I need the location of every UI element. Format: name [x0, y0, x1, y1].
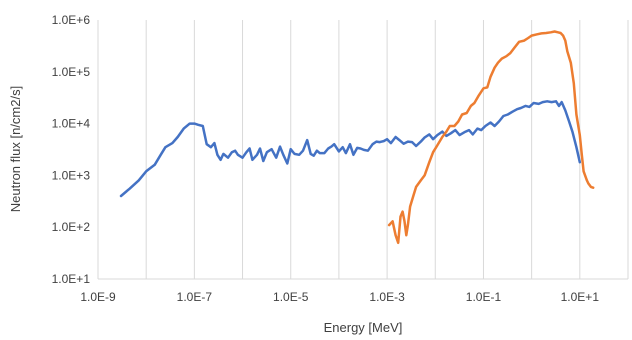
- y-axis-title: Neutron flux [n/cm2/s]: [8, 86, 23, 212]
- series-line-2: [387, 30, 595, 245]
- y-tick-label: 1.0E+3: [52, 168, 91, 182]
- x-tick-label: 1.0E-5: [273, 290, 309, 304]
- x-tick-label: 1.0E-1: [466, 290, 502, 304]
- x-axis-title: Energy [MeV]: [324, 320, 403, 335]
- x-tick-label: 1.0E+1: [561, 290, 600, 304]
- y-tick-label: 1.0E+1: [52, 272, 91, 286]
- y-tick-label: 1.0E+6: [52, 13, 91, 27]
- series-lines: [119, 30, 595, 245]
- y-tick-label: 1.0E+4: [52, 117, 91, 131]
- y-tick-label: 1.0E+2: [52, 220, 91, 234]
- y-tick-label: 1.0E+5: [52, 65, 91, 79]
- series-line-1: [119, 100, 582, 198]
- x-tick-label: 1.0E-3: [369, 290, 405, 304]
- x-tick-label: 1.0E-9: [80, 290, 116, 304]
- tick-labels: 1.0E-9 1.0E-7 1.0E-5 1.0E-3 1.0E-1 1.0E+1 1.0E…: [52, 13, 600, 304]
- x-tick-label: 1.0E-7: [177, 290, 213, 304]
